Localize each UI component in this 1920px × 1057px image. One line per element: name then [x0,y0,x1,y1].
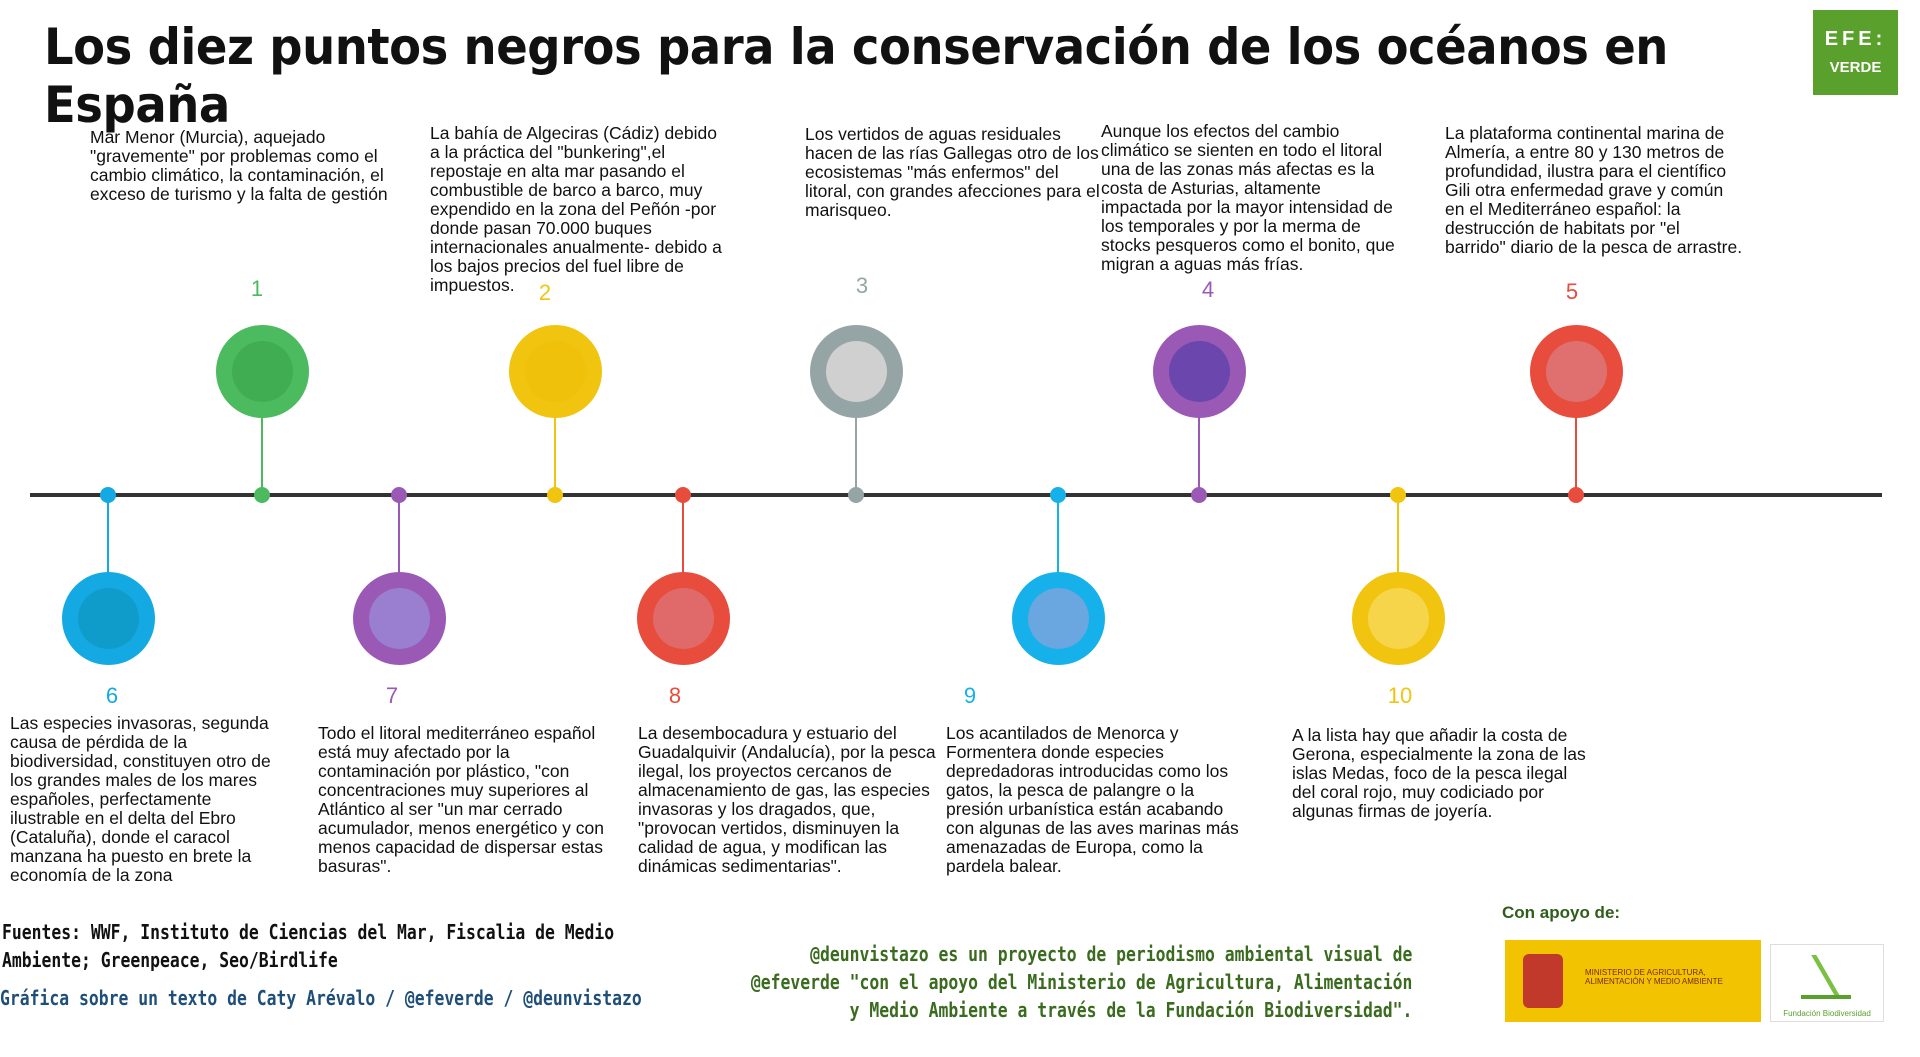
point-circle [1153,325,1246,418]
connector-line [1057,495,1059,618]
timeline-dot [1191,487,1207,503]
connector-line [1397,495,1399,618]
point-number: 8 [668,683,682,708]
connector-line [682,495,684,618]
point-description: Los vertidos de aguas residuales hacen d… [805,124,1100,220]
point-circle-inner [1028,588,1089,649]
connector-line [554,371,556,495]
timeline-dot [1568,487,1584,503]
project-text: @deunvistazo es un proyecto de periodism… [750,942,1413,1022]
timeline-dot [254,487,270,503]
point-description: Todo el litoral mediterráneo español est… [318,723,604,876]
coat-of-arms-icon [1523,954,1563,1008]
point-circle-inner [369,588,430,649]
timeline-dot [1050,487,1066,503]
point-circle [1012,572,1105,665]
timeline-dot [848,487,864,503]
point-circle [62,572,155,665]
point-circle [353,572,446,665]
point-number: 6 [105,683,119,708]
ministry-logo: MINISTERIO DE AGRICULTURA, ALIMENTACIÓN … [1505,940,1761,1022]
foundation-name: Fundación Biodiversidad [1783,1009,1871,1018]
point-circle-inner [1368,588,1429,649]
point-description: La desembocadura y estuario del Guadalqu… [638,723,936,876]
page-title: Los diez puntos negros para la conservac… [44,18,1668,134]
point-description: La bahía de Algeciras (Cádiz) debido a l… [430,123,722,295]
point-circle [810,325,903,418]
sources-text: Fuentes: WWF, Instituto de Ciencias del … [2,920,615,972]
point-circle-inner [826,341,887,402]
point-circle-inner [1546,341,1607,402]
connector-line [1575,371,1577,495]
point-description: Las especies invasoras, segunda causa de… [10,713,271,885]
timeline-axis [30,493,1882,497]
point-number: 2 [538,280,552,305]
point-number: 1 [250,276,264,301]
foundation-logo: Fundación Biodiversidad [1770,944,1884,1022]
connector-line [855,371,857,495]
point-description: Mar Menor (Murcia), aquejado "gravemente… [90,127,388,204]
logo-text: EFE: [1824,28,1887,50]
timeline-dot [391,487,407,503]
support-label: Con apoyo de: [1502,903,1621,922]
connector-line [1198,371,1200,495]
timeline-dot [675,487,691,503]
connector-line [261,371,263,495]
point-description: La plataforma continental marina de Alme… [1445,123,1743,257]
point-circle [1530,325,1623,418]
point-number: 9 [963,683,977,708]
point-number: 3 [855,273,869,298]
point-circle [1352,572,1445,665]
timeline-dot [1390,487,1406,503]
point-description: A la lista hay que añadir la costa de Ge… [1292,725,1586,821]
point-circle-inner [1169,341,1230,402]
point-number: 4 [1201,277,1215,302]
grass-icon [1801,955,1851,999]
logo-text: VERDE [1829,59,1882,76]
point-circle [637,572,730,665]
point-circle [216,325,309,418]
point-description: Aunque los efectos del cambio climático … [1101,121,1395,274]
point-number: 7 [385,683,399,708]
point-circle-inner [525,341,586,402]
connector-line [107,495,109,618]
point-circle [509,325,602,418]
efe-verde-logo: EFE: VERDE [1813,10,1898,95]
point-number: 10 [1387,683,1413,708]
point-circle-inner [232,341,293,402]
timeline-dot [100,487,116,503]
timeline-dot [547,487,563,503]
credit-text: Gráfica sobre un texto de Caty Arévalo /… [0,986,642,1010]
point-circle-inner [78,588,139,649]
connector-line [398,495,400,618]
point-description: Los acantilados de Menorca y Formentera … [946,723,1239,876]
point-number: 5 [1565,279,1579,304]
ministry-name: MINISTERIO DE AGRICULTURA, ALIMENTACIÓN … [1585,968,1723,986]
point-circle-inner [653,588,714,649]
